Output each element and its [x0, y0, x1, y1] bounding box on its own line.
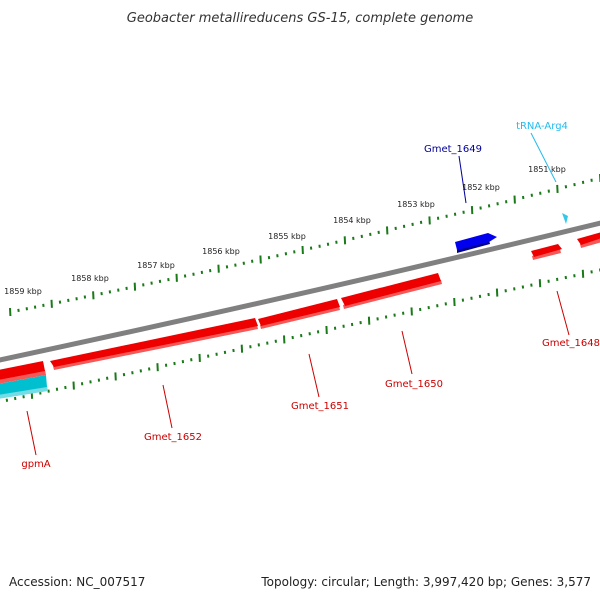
- gmet-1649-feature[interactable]: [455, 233, 497, 253]
- map-title: Geobacter metallireducens GS-15, complet…: [127, 11, 473, 26]
- genome-backbone: [0, 220, 600, 363]
- kbp-label: 1857 kbp: [137, 261, 175, 270]
- gmet-1648-leader: [556, 290, 570, 336]
- kbp-label: 1851 kbp: [528, 165, 566, 174]
- kbp-label-group: 1859 kbp 1858 kbp 1857 kbp 1856 kbp 1855…: [4, 165, 566, 296]
- kbp-label: 1856 kbp: [202, 247, 240, 256]
- kbp-label: 1855 kbp: [268, 232, 306, 241]
- gpma-label: gpmA: [21, 459, 50, 470]
- inner-tick-track: [5, 268, 600, 402]
- gmet-1652-label: Gmet_1652: [144, 432, 202, 443]
- gmet-1652-leader: [162, 384, 173, 429]
- gpma-feature[interactable]: [0, 361, 48, 399]
- gmet-1651-label: Gmet_1651: [291, 401, 349, 412]
- gmet-1651-leader: [308, 353, 320, 398]
- outer-tick-track: [9, 174, 600, 317]
- gmet-1650-feature[interactable]: [341, 273, 442, 309]
- gpma-leader: [26, 410, 37, 456]
- trna-arg4-feature[interactable]: [562, 213, 568, 224]
- label-leaders: [26, 132, 570, 456]
- kbp-label: 1859 kbp: [4, 287, 42, 296]
- gmet-1652-feature[interactable]: [50, 318, 258, 370]
- gmet-1648-right-feature[interactable]: [577, 232, 600, 248]
- kbp-label: 1854 kbp: [333, 216, 371, 225]
- gmet-1649-leader: [458, 155, 467, 204]
- kbp-label: 1858 kbp: [71, 274, 109, 283]
- gmet-1651-feature[interactable]: [258, 299, 340, 329]
- accession-text: Accession: NC_007517: [9, 575, 145, 589]
- gmet-1648-feature[interactable]: [531, 244, 562, 260]
- kbp-label: 1852 kbp: [462, 183, 500, 192]
- kbp-label: 1853 kbp: [397, 200, 435, 209]
- gmet-1650-leader: [401, 330, 413, 375]
- genome-summary-text: Topology: circular; Length: 3,997,420 bp…: [260, 575, 591, 589]
- trna-arg4-label: tRNA-Arg4: [516, 121, 568, 132]
- gmet-1648-label: Gmet_1648: [542, 338, 600, 349]
- trna-arg4-leader: [530, 132, 557, 183]
- gmet-1650-label: Gmet_1650: [385, 379, 443, 390]
- gmet-1649-label: Gmet_1649: [424, 144, 482, 155]
